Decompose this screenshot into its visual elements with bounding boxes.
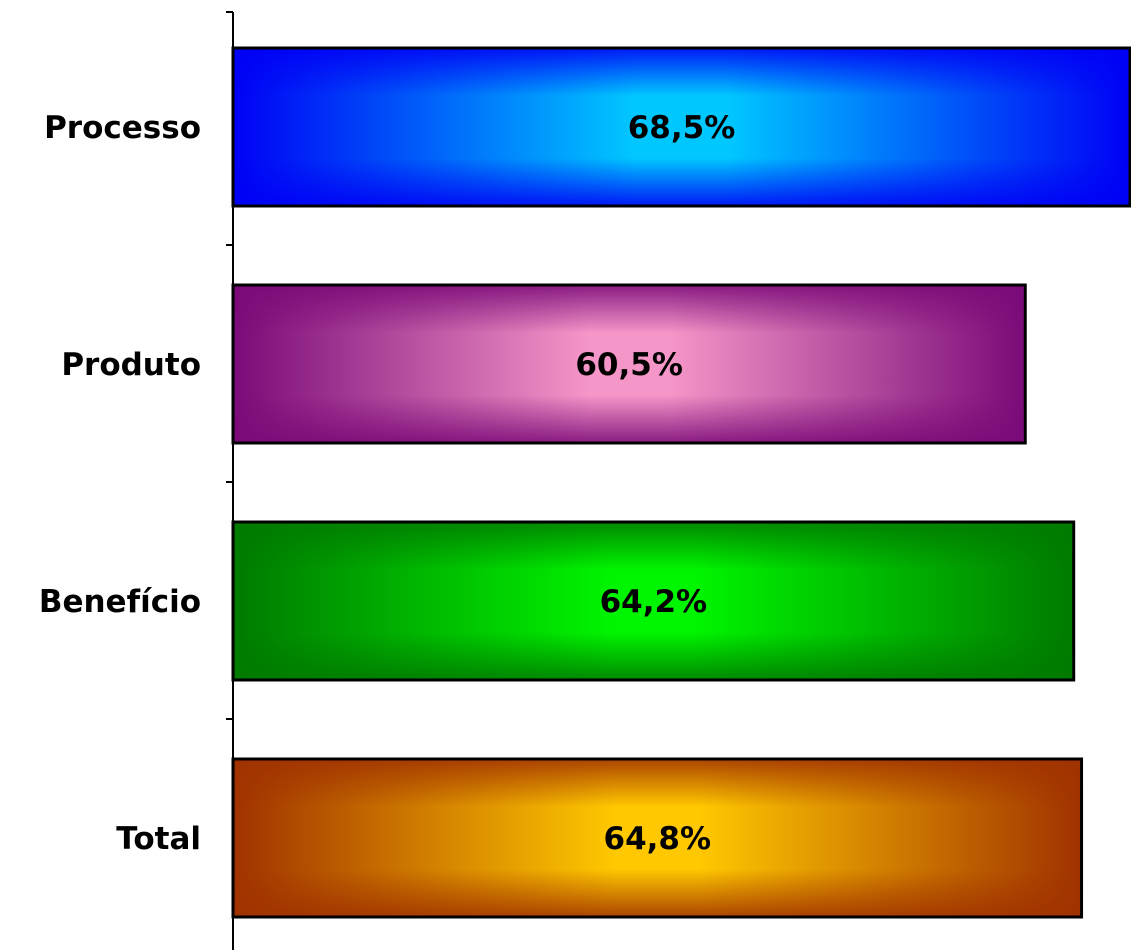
category-label: Benefício <box>39 584 201 620</box>
bar-shading <box>234 286 1024 442</box>
category-label: Produto <box>61 347 201 383</box>
bar-shading <box>234 49 1129 205</box>
value-label: 64,2% <box>600 584 708 620</box>
bar-shading <box>234 760 1081 916</box>
value-label: 68,5% <box>628 110 736 146</box>
category-label: Processo <box>44 110 201 146</box>
labels-layer: Processo 68,5% Produto 60,5% Benefício 64,2% T… <box>39 110 735 857</box>
y-axis <box>226 11 234 950</box>
value-label: 60,5% <box>575 347 683 383</box>
value-label: 64,8% <box>604 821 712 857</box>
category-label: Total <box>116 821 201 857</box>
bar-shading <box>234 523 1073 679</box>
bars-layer <box>231 46 1131 919</box>
